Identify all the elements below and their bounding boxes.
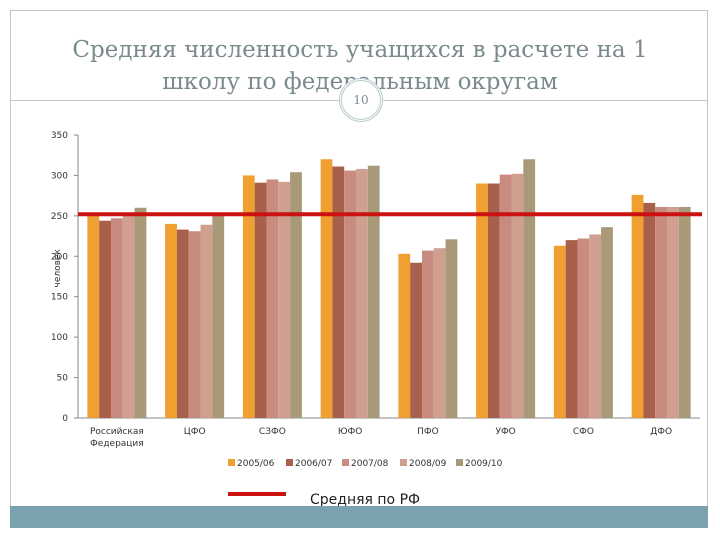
- legend-label: 2006/07: [295, 459, 332, 469]
- legend-swatch: [228, 459, 235, 466]
- bar: [553, 245, 566, 418]
- y-tick-label: 200: [51, 252, 68, 262]
- bar: [601, 227, 613, 418]
- legend-swatch: [286, 459, 293, 466]
- y-tick-label: 0: [62, 414, 68, 424]
- x-tick-label: ЮФО: [338, 427, 363, 437]
- bar: [398, 253, 411, 418]
- bar: [134, 207, 147, 418]
- x-tick-label: Российская: [90, 427, 144, 437]
- y-tick-label: 150: [51, 293, 68, 303]
- legend-label: 2007/08: [351, 459, 389, 469]
- legend-swatch: [456, 459, 463, 466]
- bar: [667, 206, 679, 418]
- bar: [499, 174, 512, 418]
- bar: [165, 223, 177, 418]
- bar: [110, 218, 123, 418]
- legend-swatch: [342, 459, 349, 466]
- legend-average-label: Средняя по РФ: [310, 492, 420, 508]
- bar: [320, 159, 333, 418]
- footer-bar: [10, 506, 708, 528]
- legend-label: 2008/09: [409, 459, 447, 469]
- bar: [410, 262, 422, 418]
- slide-title-line-1: Средняя численность учащихся в расчете н…: [72, 37, 648, 63]
- bar: [278, 181, 291, 418]
- bar: [631, 194, 644, 418]
- bar: [176, 229, 189, 418]
- bar: [254, 182, 267, 418]
- y-axis-title: человек: [53, 249, 63, 288]
- y-tick-label: 300: [51, 171, 68, 181]
- legend-label: 2005/06: [237, 459, 275, 469]
- chart-axes: 0 50 100 150 200 250 300 350 человек Российская Фе…: [51, 131, 700, 449]
- bar: [421, 250, 434, 418]
- bar: [487, 183, 500, 418]
- bar: [332, 166, 345, 418]
- bar: [589, 234, 602, 418]
- x-tick-label: ДФО: [650, 427, 672, 437]
- x-tick-label: УФО: [495, 427, 515, 437]
- y-tick-label: 50: [57, 374, 69, 384]
- slide-number: 10: [339, 78, 383, 122]
- bar: [577, 238, 590, 418]
- bar: [643, 202, 656, 418]
- chart-bars: [87, 159, 691, 418]
- bar: [367, 165, 380, 418]
- bar: [200, 224, 213, 418]
- bar: [122, 215, 135, 418]
- bar: [344, 170, 357, 418]
- bar: [445, 239, 458, 418]
- bar: [356, 168, 368, 418]
- bar: [476, 183, 488, 418]
- y-tick-label: 250: [51, 212, 68, 222]
- bar: [433, 248, 446, 418]
- bar: [242, 175, 255, 418]
- legend-label: 2009/10: [465, 459, 503, 469]
- x-tick-label: Федерация: [90, 439, 144, 449]
- bar: [87, 214, 100, 418]
- x-tick-label: ЦФО: [184, 427, 206, 437]
- x-tick-label: СФО: [573, 427, 594, 437]
- chart-legend: 2005/06 2006/07 2007/08 2008/09 2009/10 Средн…: [228, 459, 503, 508]
- bar: [188, 231, 201, 418]
- y-tick-label: 350: [51, 131, 68, 141]
- bar: [655, 206, 668, 418]
- bar: [565, 240, 578, 418]
- x-tick-label: ПФО: [417, 427, 439, 437]
- bar: [290, 172, 302, 418]
- bar: [212, 214, 225, 418]
- bar: [99, 220, 111, 418]
- y-tick-label: 100: [51, 333, 68, 343]
- bar: [523, 159, 536, 418]
- bar: [266, 179, 279, 418]
- x-tick-label: СЗФО: [259, 427, 286, 437]
- bar: [678, 206, 691, 418]
- legend-swatch: [400, 459, 407, 466]
- bar: [511, 173, 524, 418]
